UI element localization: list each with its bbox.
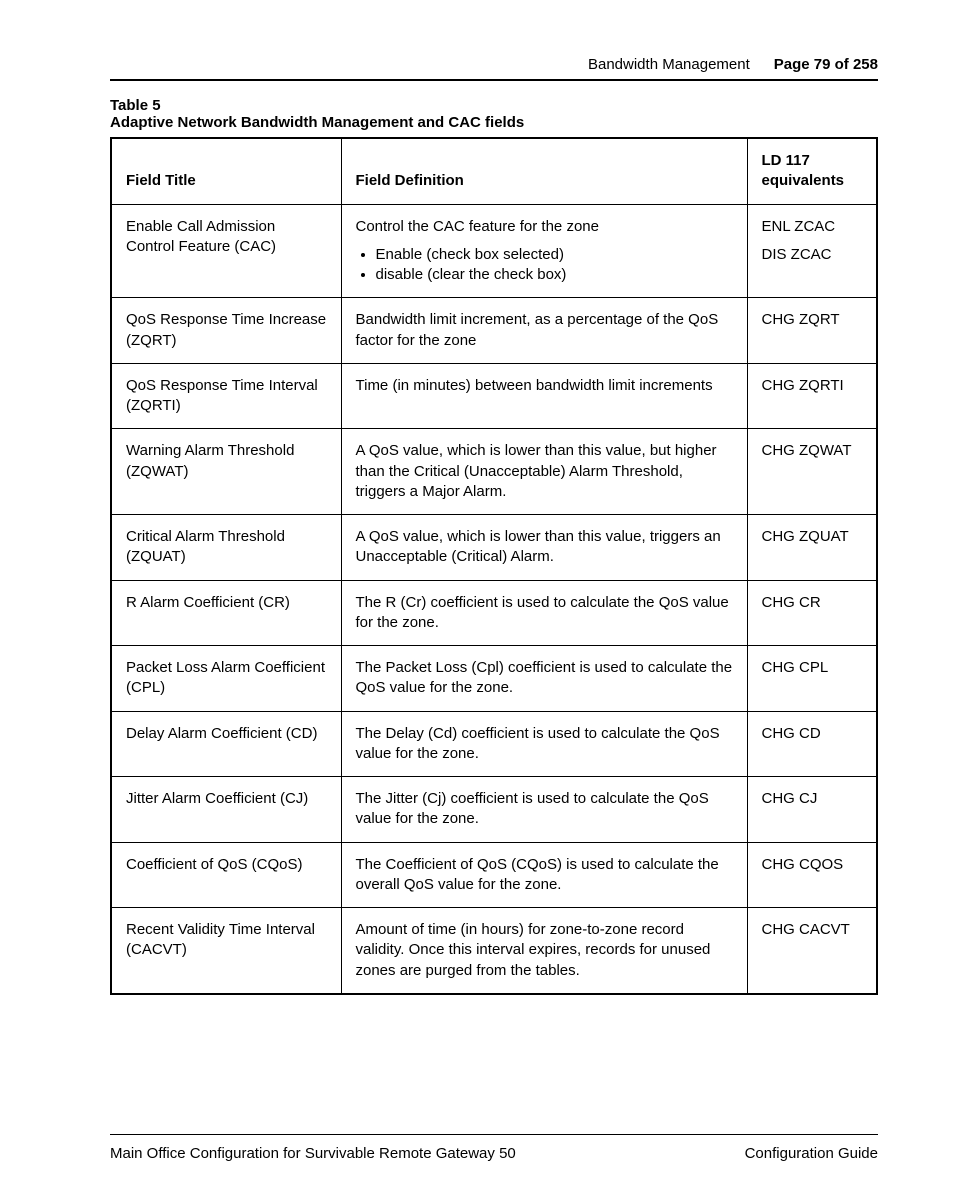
equivalent-code: CHG CR <box>762 593 863 613</box>
table-row: Warning Alarm Threshold (ZQWAT)A QoS val… <box>111 429 877 515</box>
cell-field-title: Packet Loss Alarm Coefficient (CPL) <box>111 646 341 712</box>
footer-doc-title: Main Office Configuration for Survivable… <box>110 1145 516 1162</box>
definition-text: The R (Cr) coefficient is used to calcul… <box>356 593 733 634</box>
equivalent-code: CHG CJ <box>762 789 863 809</box>
table-row: Coefficient of QoS (CQoS) The Coefficient… <box>111 842 877 908</box>
equivalent-code: DIS ZCAC <box>762 245 863 265</box>
fields-table: Field Title Field Definition LD 117 equi… <box>110 137 878 995</box>
table-row: Critical Alarm Threshold (ZQUAT) A QoS va… <box>111 515 877 581</box>
cell-field-definition: Control the CAC feature for the zone Enab… <box>341 204 747 298</box>
cell-field-title: Enable Call Admission Control Feature (C… <box>111 204 341 298</box>
table-body: Enable Call Admission Control Feature (C… <box>111 204 877 994</box>
definition-text: The Packet Loss (Cpl) coefficient is use… <box>356 658 733 699</box>
cell-field-definition: The Jitter (Cj) coefficient is used to c… <box>341 777 747 843</box>
table-row: Enable Call Admission Control Feature (C… <box>111 204 877 298</box>
table-row: QoS Response Time Interval (ZQRTI) Time (… <box>111 363 877 429</box>
equivalent-code: ENL ZCAC <box>762 217 863 237</box>
cell-ld117-equivalent: CHG ZQRT <box>747 298 877 364</box>
cell-field-title: Delay Alarm Coefficient (CD) <box>111 711 341 777</box>
col-field-title: Field Title <box>111 138 341 204</box>
cell-field-title: QoS Response Time Interval (ZQRTI) <box>111 363 341 429</box>
cell-field-title: Warning Alarm Threshold (ZQWAT) <box>111 429 341 515</box>
cell-ld117-equivalent: CHG ZQRTI <box>747 363 877 429</box>
cell-ld117-equivalent: CHG ZQWAT <box>747 429 877 515</box>
definition-text: Amount of time (in hours) for zone-to-zo… <box>356 920 733 981</box>
equivalent-code: CHG ZQRTI <box>762 376 863 396</box>
cell-field-definition: The R (Cr) coefficient is used to calcul… <box>341 580 747 646</box>
table-row: Recent Validity Time Interval (CACVT)Amo… <box>111 908 877 994</box>
table-row: Packet Loss Alarm Coefficient (CPL) The P… <box>111 646 877 712</box>
cell-ld117-equivalent: CHG CR <box>747 580 877 646</box>
cell-field-title: Recent Validity Time Interval (CACVT) <box>111 908 341 994</box>
breadcrumb: Bandwidth Management <box>588 56 750 73</box>
cell-field-title: Jitter Alarm Coefficient (CJ) <box>111 777 341 843</box>
definition-text: Time (in minutes) between bandwidth limi… <box>356 376 733 396</box>
cell-ld117-equivalent: CHG CD <box>747 711 877 777</box>
table-caption: Table 5 Adaptive Network Bandwidth Manag… <box>110 97 878 131</box>
equivalent-code: CHG CQOS <box>762 855 863 875</box>
equivalent-code: CHG ZQUAT <box>762 527 863 547</box>
cell-field-definition: The Packet Loss (Cpl) coefficient is use… <box>341 646 747 712</box>
cell-ld117-equivalent: CHG CQOS <box>747 842 877 908</box>
definition-text: The Jitter (Cj) coefficient is used to c… <box>356 789 733 830</box>
table-header-row: Field Title Field Definition LD 117 equi… <box>111 138 877 204</box>
equivalent-code: CHG CPL <box>762 658 863 678</box>
page-footer: Main Office Configuration for Survivable… <box>110 1134 878 1162</box>
table-row: R Alarm Coefficient (CR) The R (Cr) coeff… <box>111 580 877 646</box>
definition-bullet: Enable (check box selected) <box>376 245 733 265</box>
equivalent-code: CHG CACVT <box>762 920 863 940</box>
definition-text: The Delay (Cd) coefficient is used to ca… <box>356 724 733 765</box>
equivalent-code: CHG ZQWAT <box>762 441 863 461</box>
cell-ld117-equivalent: CHG CPL <box>747 646 877 712</box>
cell-field-definition: Time (in minutes) between bandwidth limi… <box>341 363 747 429</box>
definition-text: Bandwidth limit increment, as a percenta… <box>356 310 733 351</box>
cell-field-title: Coefficient of QoS (CQoS) <box>111 842 341 908</box>
table-caption-title: Adaptive Network Bandwidth Management an… <box>110 114 878 131</box>
cell-field-title: Critical Alarm Threshold (ZQUAT) <box>111 515 341 581</box>
cell-ld117-equivalent: CHG CACVT <box>747 908 877 994</box>
cell-field-definition: A QoS value, which is lower than this va… <box>341 515 747 581</box>
cell-field-definition: The Delay (Cd) coefficient is used to ca… <box>341 711 747 777</box>
equivalent-code: CHG ZQRT <box>762 310 863 330</box>
col-field-definition: Field Definition <box>341 138 747 204</box>
definition-text: Control the CAC feature for the zone <box>356 217 733 237</box>
definition-bullet: disable (clear the check box) <box>376 265 733 285</box>
page-number: Page 79 of 258 <box>774 56 878 73</box>
cell-ld117-equivalent: ENL ZCAC DIS ZCAC <box>747 204 877 298</box>
definition-text: A QoS value, which is lower than this va… <box>356 527 733 568</box>
cell-field-title: QoS Response Time Increase (ZQRT) <box>111 298 341 364</box>
cell-ld117-equivalent: CHG ZQUAT <box>747 515 877 581</box>
table-caption-number: Table 5 <box>110 97 878 114</box>
page-header: Bandwidth Management Page 79 of 258 <box>110 56 878 81</box>
cell-field-definition: The Coefficient of QoS (CQoS) is used to… <box>341 842 747 908</box>
col-ld117-equivalents: LD 117 equivalents <box>747 138 877 204</box>
cell-field-definition: Bandwidth limit increment, as a percenta… <box>341 298 747 364</box>
definition-text: The Coefficient of QoS (CQoS) is used to… <box>356 855 733 896</box>
definition-bullet-list: Enable (check box selected)disable (clea… <box>356 245 733 286</box>
table-row: Jitter Alarm Coefficient (CJ) The Jitter … <box>111 777 877 843</box>
definition-text: A QoS value, which is lower than this va… <box>356 441 733 502</box>
cell-field-definition: Amount of time (in hours) for zone-to-zo… <box>341 908 747 994</box>
table-row: Delay Alarm Coefficient (CD) The Delay (C… <box>111 711 877 777</box>
cell-field-title: R Alarm Coefficient (CR) <box>111 580 341 646</box>
page: Bandwidth Management Page 79 of 258 Tabl… <box>0 0 954 1202</box>
cell-field-definition: A QoS value, which is lower than this va… <box>341 429 747 515</box>
equivalent-code: CHG CD <box>762 724 863 744</box>
table-row: QoS Response Time Increase (ZQRT) Bandwid… <box>111 298 877 364</box>
cell-ld117-equivalent: CHG CJ <box>747 777 877 843</box>
footer-guide-label: Configuration Guide <box>745 1145 878 1162</box>
